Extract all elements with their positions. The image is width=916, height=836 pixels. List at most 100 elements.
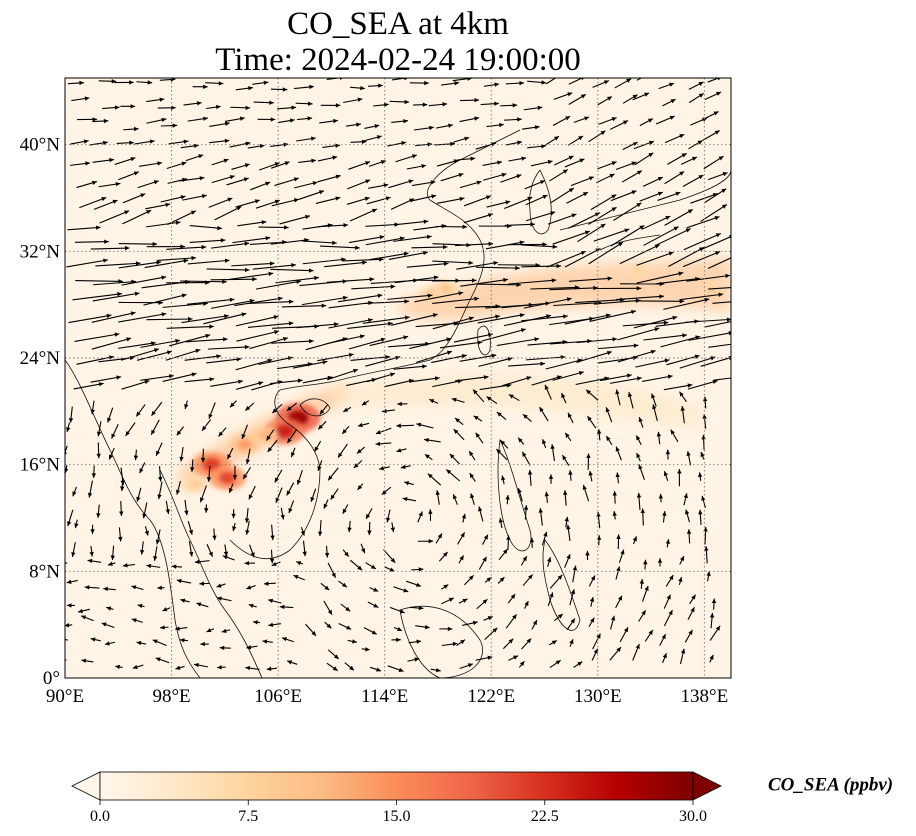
wind-vector (134, 139, 155, 145)
wind-vector (441, 81, 460, 86)
gridlines (65, 78, 731, 678)
wind-vector (84, 585, 100, 590)
wind-vector (589, 596, 595, 607)
wind-vector (146, 97, 165, 103)
wind-vector (135, 404, 146, 417)
wind-vector (627, 391, 634, 409)
wind-vector (643, 559, 648, 570)
wind-vector (709, 654, 714, 663)
coast-indochina (229, 389, 321, 559)
wind-vector (281, 303, 327, 308)
wind-vector (363, 627, 377, 635)
wind-vector (663, 383, 693, 391)
wind-vector (166, 161, 187, 169)
wind-vector (206, 628, 215, 633)
wind-vector (639, 579, 644, 589)
wind-vector (454, 417, 464, 426)
wind-vector (596, 429, 602, 441)
wind-vector (707, 172, 728, 181)
colorbar-tick-label: 22.5 (531, 808, 559, 825)
wind-vector (388, 250, 428, 260)
wind-vector (317, 174, 341, 183)
wind-vector (166, 324, 214, 329)
wind-vector (517, 488, 523, 502)
wind-vector (145, 202, 171, 210)
wind-vector (521, 263, 562, 269)
wind-vector (160, 195, 186, 203)
wind-vector (247, 321, 294, 328)
wind-vector (636, 452, 641, 462)
wind-vector (550, 444, 555, 462)
wind-vector (517, 437, 525, 445)
wind-vector (108, 447, 115, 460)
wind-vector (214, 206, 242, 221)
wind-vector (280, 507, 285, 520)
wind-vector (597, 96, 613, 106)
wind-vector (411, 180, 436, 187)
wind-vector (369, 251, 409, 261)
wind-vector (369, 335, 409, 347)
wind-vector (298, 190, 325, 200)
wind-vector (577, 223, 606, 243)
wind-vector (435, 123, 454, 129)
wind-vector (121, 348, 160, 361)
wind-vector (463, 213, 494, 224)
wind-vector (268, 598, 282, 604)
wind-vector (643, 226, 679, 246)
wind-vector (72, 486, 78, 497)
wind-vector (387, 293, 433, 300)
wind-vector (682, 174, 704, 188)
wind-vector (686, 273, 731, 282)
wind-vector (457, 156, 476, 161)
wind-vector (131, 585, 144, 591)
wind-vector (527, 80, 547, 85)
wind-vector (89, 545, 94, 557)
wind-vector (636, 251, 674, 266)
wind-vector (522, 574, 534, 587)
wind-vector (327, 467, 339, 481)
wind-vector (186, 297, 235, 305)
colorbar-extend-low (71, 771, 101, 801)
wind-vector (315, 196, 341, 204)
wind-vector (210, 379, 243, 387)
coast-mindanao (542, 539, 581, 631)
wind-vector (90, 400, 95, 415)
wind-vector (393, 586, 409, 593)
wind-vector (117, 341, 156, 349)
wind-vector (441, 641, 458, 647)
wind-vector (365, 562, 377, 570)
wind-vector (538, 508, 543, 526)
wind-vector (619, 244, 660, 265)
wind-vector (453, 428, 465, 441)
wind-vector (529, 537, 535, 548)
wind-vector (194, 559, 210, 564)
wind-vector (435, 224, 468, 230)
wind-vector (476, 598, 488, 610)
wind-vector (415, 624, 430, 630)
wind-vector (67, 509, 74, 527)
wind-vector (522, 413, 532, 422)
wind-vector (290, 447, 296, 458)
wind-vector (520, 555, 528, 566)
lat-tick-label: 24°N (20, 348, 61, 369)
wind-vector (96, 421, 102, 437)
wind-vector (179, 447, 184, 462)
wind-vector (133, 449, 139, 461)
wind-vector (588, 617, 595, 627)
wind-vector (662, 511, 667, 523)
wind-vector (232, 465, 238, 480)
lat-tick-label: 40°N (20, 135, 61, 156)
wind-vector (221, 628, 231, 633)
wind-vector (706, 571, 711, 582)
wind-vector (343, 97, 363, 104)
wind-vector (394, 275, 439, 284)
wind-vector (553, 92, 573, 100)
wind-vector (300, 527, 305, 536)
wind-vector (277, 118, 295, 124)
wind-vector (252, 80, 269, 85)
wind-vector (679, 555, 685, 565)
coast-china (279, 129, 521, 391)
lon-tick-label: 138°E (681, 686, 729, 707)
wind-vector (547, 213, 577, 225)
wind-vector (588, 206, 617, 225)
